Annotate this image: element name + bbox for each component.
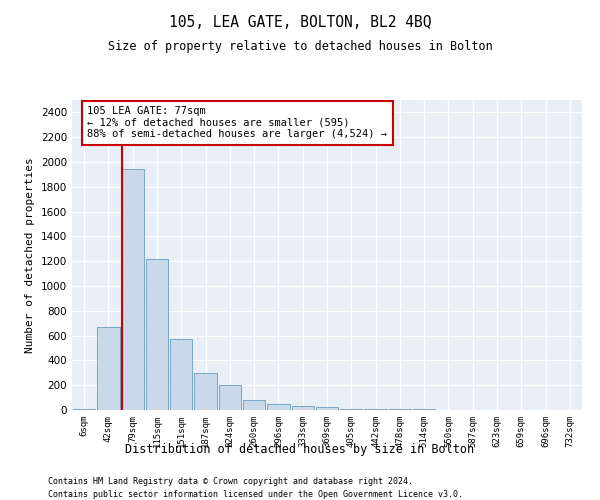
Text: 105, LEA GATE, BOLTON, BL2 4BQ: 105, LEA GATE, BOLTON, BL2 4BQ — [169, 15, 431, 30]
Bar — [218, 385, 241, 410]
Text: Distribution of detached houses by size in Bolton: Distribution of detached houses by size … — [125, 442, 475, 456]
Bar — [122, 170, 144, 410]
Bar — [73, 409, 95, 410]
Y-axis label: Number of detached properties: Number of detached properties — [25, 157, 35, 353]
Text: Size of property relative to detached houses in Bolton: Size of property relative to detached ho… — [107, 40, 493, 53]
Text: Contains HM Land Registry data © Crown copyright and database right 2024.: Contains HM Land Registry data © Crown c… — [48, 478, 413, 486]
Bar — [194, 373, 217, 410]
Bar — [292, 406, 314, 410]
Text: 105 LEA GATE: 77sqm
← 12% of detached houses are smaller (595)
88% of semi-detac: 105 LEA GATE: 77sqm ← 12% of detached ho… — [88, 106, 388, 140]
Bar — [316, 407, 338, 410]
Bar — [170, 340, 193, 410]
Bar — [267, 404, 290, 410]
Bar — [243, 400, 265, 410]
Bar — [97, 327, 119, 410]
Bar — [340, 409, 362, 410]
Text: Contains public sector information licensed under the Open Government Licence v3: Contains public sector information licen… — [48, 490, 463, 499]
Bar — [146, 258, 168, 410]
